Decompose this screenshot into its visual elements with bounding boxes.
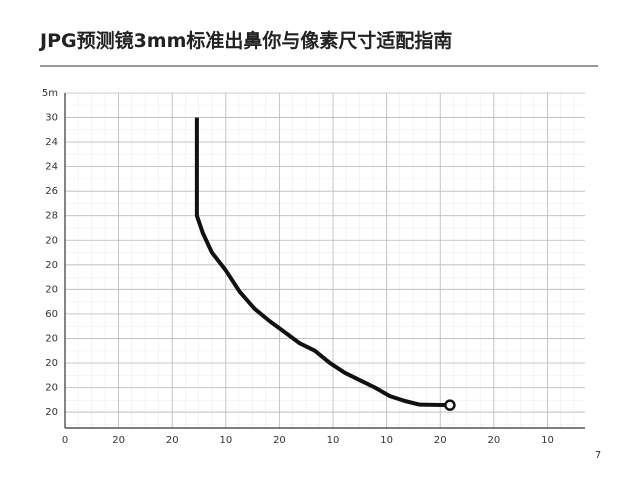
y-tick-label: 24 bbox=[45, 137, 58, 148]
x-tick-label: 0 bbox=[62, 435, 68, 446]
x-tick-label: 20 bbox=[434, 435, 447, 446]
y-tick-label: 20 bbox=[45, 235, 58, 246]
page-number: 7 bbox=[595, 450, 601, 461]
data-line bbox=[194, 117, 450, 408]
x-tick-label: 10 bbox=[380, 435, 393, 446]
y-tick-label: 28 bbox=[45, 211, 58, 222]
y-tick-label: 5m bbox=[42, 88, 58, 99]
y-tick-label: 30 bbox=[45, 113, 58, 124]
y-tick-label: 20 bbox=[45, 407, 58, 418]
x-tick-label: 10 bbox=[327, 435, 340, 446]
x-tick-label: 20 bbox=[166, 435, 179, 446]
y-tick-label: 20 bbox=[45, 260, 58, 271]
y-tick-label: 20 bbox=[45, 284, 58, 295]
y-tick-label: 20 bbox=[45, 333, 58, 344]
x-tick-label: 20 bbox=[487, 435, 500, 446]
x-tick-label: 10 bbox=[219, 435, 232, 446]
x-tick-label: 10 bbox=[541, 435, 554, 446]
y-tick-label: 20 bbox=[45, 383, 58, 394]
y-tick-label: 20 bbox=[45, 358, 58, 369]
y-tick-label: 26 bbox=[45, 186, 58, 197]
y-tick-label: 60 bbox=[45, 309, 58, 320]
x-tick-label: 20 bbox=[112, 435, 125, 446]
y-tick-label: 24 bbox=[45, 162, 58, 173]
minor-grid bbox=[65, 93, 585, 428]
title: JPG预测镜3mm标准出鼻你与像素尺寸适配指南 bbox=[38, 29, 452, 52]
x-tick-label: 20 bbox=[273, 435, 286, 446]
plot: 20 20 20 20 60 20 20 20 28 26 24 24 30 5m 0 20 20 10 20 10 1… bbox=[42, 88, 585, 446]
end-marker bbox=[444, 399, 456, 411]
